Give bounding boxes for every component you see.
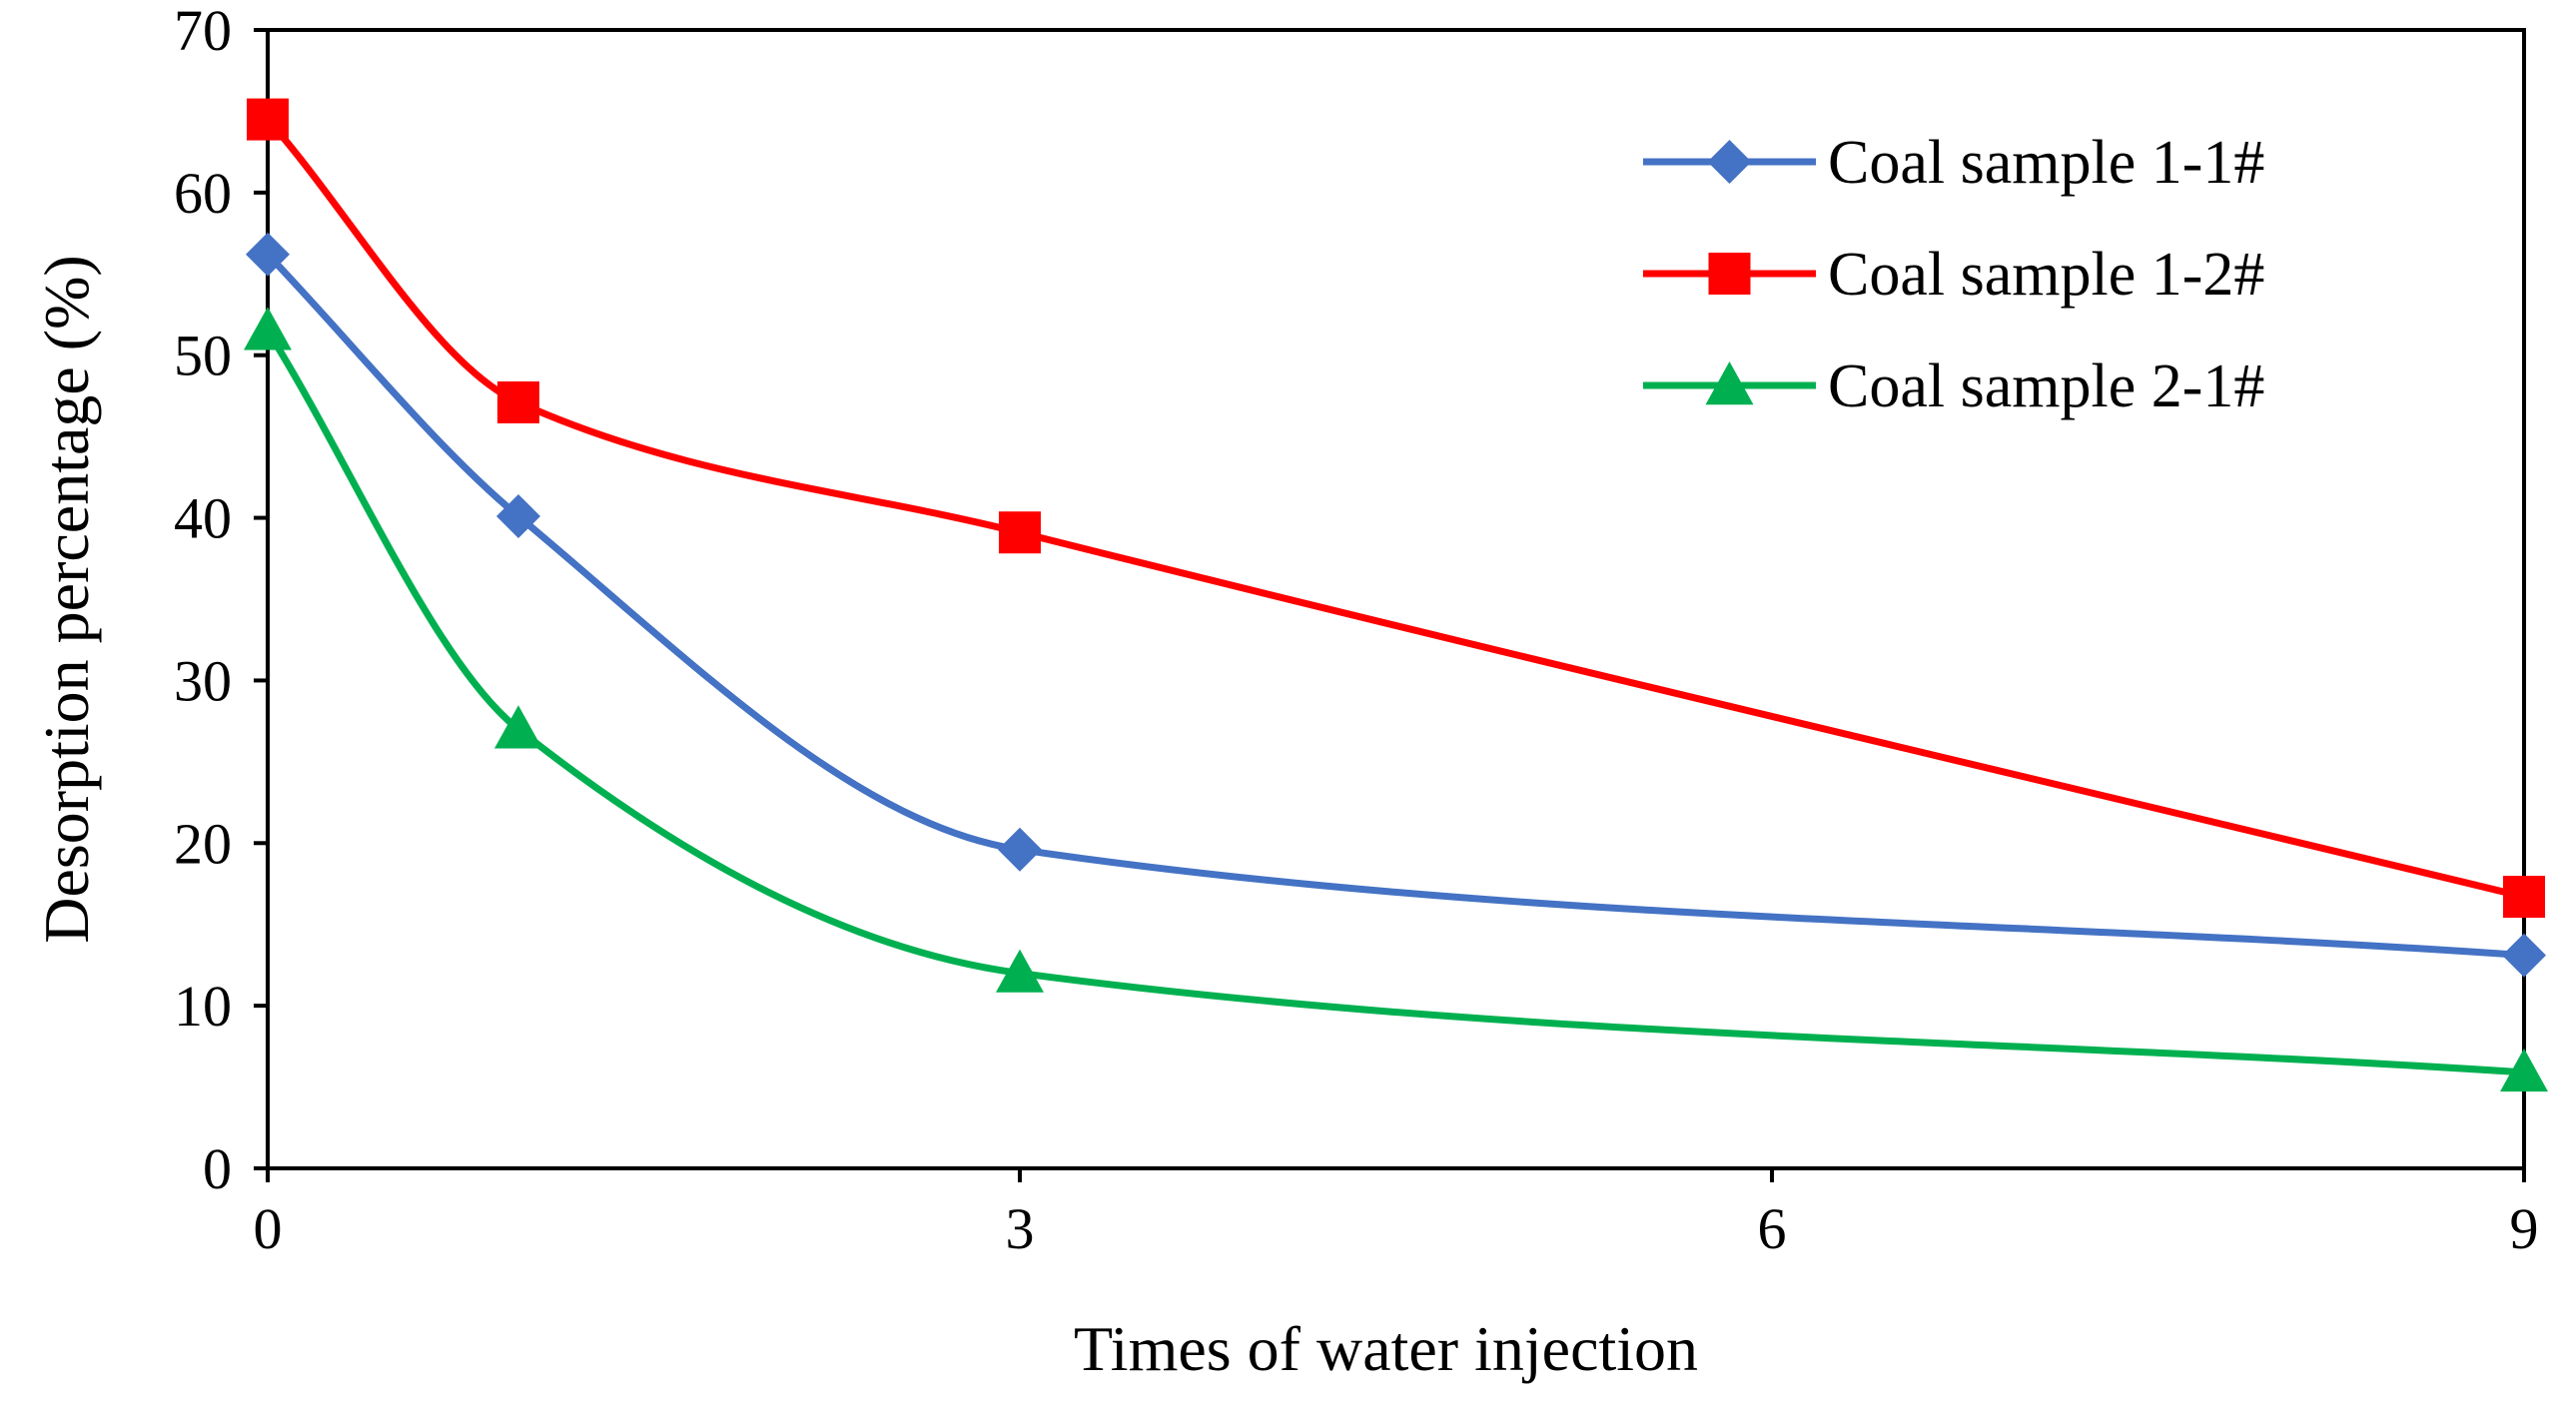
y-tick-label: 40 [174,486,232,551]
x-tick-label: 6 [1758,1196,1787,1261]
x-tick-label: 0 [254,1196,283,1261]
legend-label-1: Coal sample 1-1# [1828,129,2264,197]
plot-area-border [266,28,2526,1170]
legend-marker-1 [1707,140,1752,184]
data-point-series-3 [2500,1048,2548,1092]
series-line-1 [265,252,2525,960]
y-tick-label: 30 [174,648,232,713]
y-tick-label: 10 [174,974,232,1039]
y-tick-label: 50 [174,324,232,388]
data-point-series-1 [998,827,1042,872]
x-axis-title: Times of water injection [1074,1313,1698,1384]
series-line-3 [265,329,2525,1076]
x-tick-label: 9 [2510,1196,2539,1261]
legend: Coal sample 1-1# Coal sample 1-2# Coal sam… [1643,129,2264,420]
data-point-series-3 [996,949,1044,993]
legend-marker-3 [1705,361,1754,405]
legend-label-2: Coal sample 1-2# [1828,241,2264,309]
series-line-2 [265,117,2525,901]
data-point-series-2 [497,380,539,423]
y-tick-label: 0 [203,1136,232,1201]
data-point-series-3 [494,705,542,749]
data-point-series-2 [2503,876,2545,919]
data-point-series-1 [496,493,540,538]
legend-marker-2 [1708,253,1751,295]
y-tick-label: 20 [174,811,232,876]
data-point-series-2 [999,511,1041,554]
legend-label-3: Coal sample 2-1# [1828,353,2264,420]
data-point-series-1 [246,232,290,277]
data-point-series-3 [244,307,292,351]
x-tick-label: 3 [1006,1196,1035,1261]
data-point-series-1 [2502,933,2546,978]
y-tick-label: 60 [174,161,232,226]
data-point-series-2 [247,98,289,141]
y-axis-title: Desorption percentage (%) [31,255,102,943]
y-tick-label: 70 [174,0,232,63]
